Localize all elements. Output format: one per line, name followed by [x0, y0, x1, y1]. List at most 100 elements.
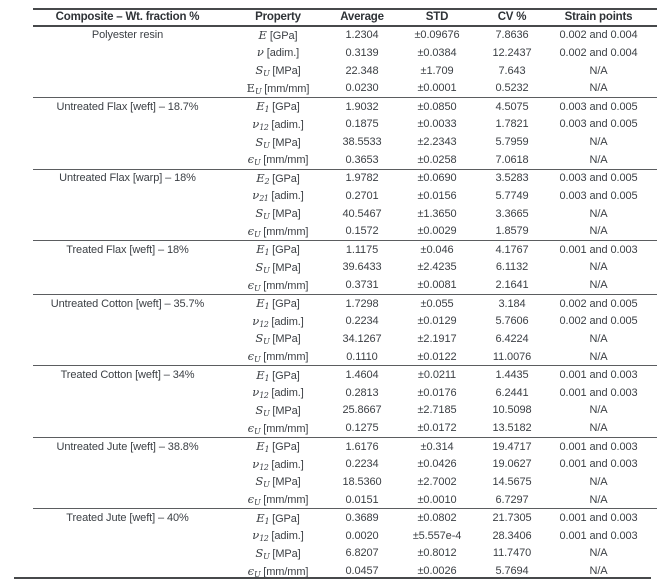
- property-cell: E1 [GPa]: [222, 296, 334, 311]
- average-value: 1.9782: [345, 172, 379, 185]
- property-unit: [GPa]: [272, 369, 300, 382]
- average-value: 0.3139: [345, 46, 379, 59]
- average-value: 1.6176: [345, 440, 379, 453]
- table-row: Treated Cotton [weft] – 34% E1 [GPa] 1.4604…: [33, 366, 657, 384]
- table-row: SU [MPa] 6.8207 ±0.8012 11.7470 N/A: [33, 545, 657, 563]
- strain-points-value: N/A: [589, 207, 608, 220]
- std-value: ±0.8012: [417, 547, 457, 560]
- table-row: Treated Flax [weft] – 18% E1 [GPa] 1.1175 ±0…: [33, 241, 657, 259]
- average-value: 38.5533: [342, 136, 382, 149]
- std-value: ±0.0081: [417, 279, 457, 292]
- property-symbol: ν: [252, 385, 260, 400]
- average-value: 0.3731: [345, 279, 379, 292]
- table-row: ϵU [mm/mm] 0.0457 ±0.0026 5.7694 N/A: [33, 562, 657, 580]
- table-row: Untreated Jute [weft] – 38.8% E1 [GPa] 1.61…: [33, 438, 657, 456]
- std-value: ±0.0690: [417, 172, 457, 185]
- table-row: SU [MPa] 39.6433 ±2.4235 6.1132 N/A: [33, 259, 657, 277]
- strain-points-value: 0.001 and 0.003: [559, 440, 638, 453]
- property-symbol: ν: [256, 45, 264, 60]
- strain-points-value: N/A: [589, 153, 608, 166]
- cv-value: 11.7470: [492, 547, 532, 560]
- average-value: 0.2813: [345, 386, 379, 399]
- cv-value: 6.1132: [495, 261, 529, 274]
- table-row: ν21 [adim.] 0.2701 ±0.0156 5.7749 0.003 and 0…: [33, 187, 657, 205]
- average-value: 0.0151: [345, 493, 379, 506]
- std-value: ±0.0802: [417, 512, 457, 525]
- property-symbol: E: [256, 242, 265, 257]
- cv-value: 2.1641: [495, 279, 529, 292]
- header-strain-points: Strain points: [564, 11, 633, 24]
- strain-points-value: 0.001 and 0.003: [559, 529, 638, 542]
- property-unit: [adim.]: [266, 47, 300, 60]
- property-subscript: 1: [264, 248, 270, 258]
- table-row: ν12 [adim.] 0.2234 ±0.0426 19.0627 0.001 and …: [33, 456, 657, 474]
- composite-label: Untreated Jute [weft] – 38.8%: [56, 440, 199, 453]
- strain-points-value: 0.001 and 0.003: [559, 369, 638, 382]
- std-value: ±0.0258: [417, 153, 457, 166]
- cv-value: 5.7749: [495, 189, 529, 202]
- strain-points-value: 0.001 and 0.003: [559, 458, 638, 471]
- property-cell: E1 [GPa]: [222, 242, 334, 257]
- std-value: ±0.0122: [417, 350, 457, 363]
- property-subscript: 12: [259, 534, 269, 544]
- table-row: ν [adim.] 0.3139 ±0.0384 12.2437 0.002 and 0.…: [33, 44, 657, 62]
- table-row: SU [MPa] 18.5360 ±2.7002 14.5675 N/A: [33, 473, 657, 491]
- strain-points-value: N/A: [589, 404, 608, 417]
- property-symbol: S: [255, 134, 264, 149]
- property-symbol: ϵ: [247, 223, 254, 238]
- strain-points-value: N/A: [589, 422, 608, 435]
- std-value: ±1.3650: [417, 207, 457, 220]
- average-value: 25.8667: [342, 404, 382, 417]
- property-cell: SU [MPa]: [222, 403, 334, 418]
- std-value: ±5.557e-4: [412, 529, 462, 542]
- composite-label: Treated Cotton [weft] – 34%: [60, 369, 195, 382]
- property-symbol: ϵ: [247, 420, 254, 435]
- property-symbol: E: [256, 99, 265, 114]
- table-row: SU [MPa] 38.5533 ±2.2343 5.7959 N/A: [33, 133, 657, 151]
- cv-value: 1.8579: [495, 225, 529, 238]
- cv-value: 19.0627: [492, 458, 532, 471]
- table-row: ϵU [mm/mm] 0.1275 ±0.0172 13.5182 N/A: [33, 419, 657, 437]
- property-symbol: ϵ: [247, 349, 254, 364]
- cv-value: 5.7959: [495, 136, 529, 149]
- std-value: ±0.0033: [417, 118, 457, 131]
- table-bottom-rule: [14, 577, 651, 579]
- property-unit: [mm/mm]: [263, 279, 309, 292]
- property-cell: ϵU [mm/mm]: [222, 564, 334, 579]
- std-value: ±0.09676: [414, 29, 460, 42]
- property-cell: ϵU [mm/mm]: [222, 492, 334, 507]
- property-unit: [GPa]: [272, 172, 300, 185]
- property-symbol: ϵ: [247, 277, 254, 292]
- table-row: ϵU [mm/mm] 0.3731 ±0.0081 2.1641 N/A: [33, 276, 657, 294]
- property-unit: [GPa]: [272, 512, 300, 525]
- table-row: ϵU [mm/mm] 0.3653 ±0.0258 7.0618 N/A: [33, 151, 657, 169]
- table-row: Polyester resin E [GPa] 1.2304 ±0.09676 7.863…: [33, 27, 657, 45]
- property-unit: [MPa]: [272, 404, 301, 417]
- strain-points-value: N/A: [589, 82, 608, 95]
- std-value: ±0.0026: [417, 565, 457, 578]
- property-cell: SU [MPa]: [222, 135, 334, 150]
- std-value: ±1.709: [420, 64, 454, 77]
- strain-points-value: N/A: [589, 136, 608, 149]
- average-value: 18.5360: [342, 475, 382, 488]
- std-value: ±2.2343: [417, 136, 457, 149]
- table-row: SU [MPa] 22.348 ±1.709 7.643 N/A: [33, 62, 657, 80]
- strain-points-value: 0.003 and 0.005: [559, 118, 638, 131]
- table-row: Untreated Cotton [weft] – 35.7% E1 [GPa] 1.…: [33, 295, 657, 313]
- property-subscript: 12: [259, 462, 269, 472]
- std-value: ±0.314: [420, 440, 454, 453]
- strain-points-value: N/A: [589, 64, 608, 77]
- property-cell: E [GPa]: [222, 28, 334, 43]
- property-cell: ϵU [mm/mm]: [222, 152, 334, 167]
- property-cell: E1 [GPa]: [222, 511, 334, 526]
- average-value: 0.2701: [345, 189, 379, 202]
- property-subscript: U: [263, 212, 270, 222]
- table-row: ϵU [mm/mm] 0.1110 ±0.0122 11.0076 N/A: [33, 348, 657, 366]
- table-body: Polyester resin E [GPa] 1.2304 ±0.09676 7.863…: [33, 27, 657, 580]
- composite-properties-table: Composite – Wt. fraction % Property Aver…: [33, 8, 657, 580]
- property-cell: ν12 [adim.]: [222, 117, 334, 132]
- property-subscript: 1: [264, 105, 270, 115]
- std-value: ±2.7002: [417, 475, 457, 488]
- cv-value: 4.1767: [495, 243, 529, 256]
- cv-value: 3.184: [498, 297, 526, 310]
